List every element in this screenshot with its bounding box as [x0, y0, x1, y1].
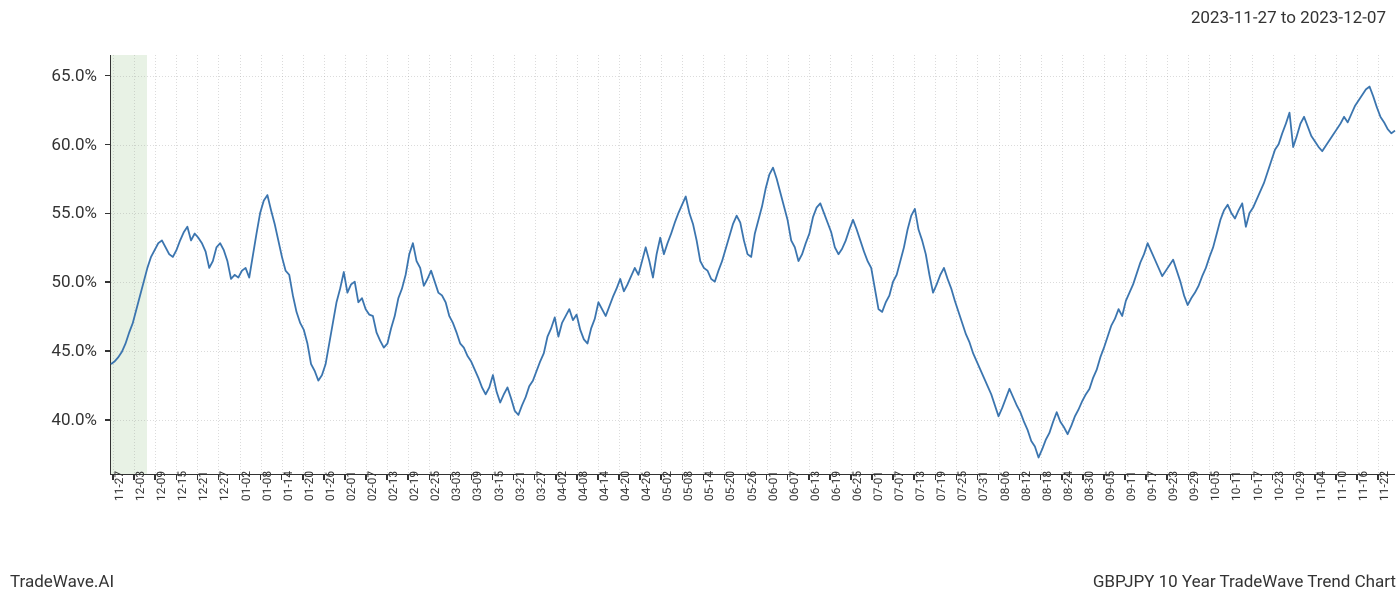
y-axis-label: 65.0% — [51, 66, 97, 86]
x-axis-label: 11-16 — [1356, 471, 1370, 501]
x-axis-label: 07-13 — [913, 471, 927, 501]
x-axis-label: 01-20 — [302, 471, 316, 501]
y-tick — [105, 144, 111, 146]
x-axis-label: 03-15 — [492, 471, 506, 501]
x-axis-label: 06-13 — [808, 471, 822, 501]
x-axis-label: 11-22 — [1377, 471, 1391, 501]
x-axis-label: 08-30 — [1082, 471, 1096, 501]
y-axis: 40.0% 45.0% 50.0% 55.0% 60.0% 65.0% — [0, 55, 105, 475]
x-axis-label: 06-19 — [829, 471, 843, 501]
x-axis-label: 06-07 — [787, 471, 801, 501]
x-axis-label: 09-23 — [1166, 471, 1180, 501]
x-axis-label: 10-05 — [1208, 471, 1222, 501]
line-chart-svg — [111, 55, 1395, 474]
x-axis-label: 10-11 — [1229, 471, 1243, 501]
x-axis-label: 02-13 — [386, 471, 400, 501]
x-axis-label: 07-07 — [892, 471, 906, 501]
x-axis-label: 11-04 — [1314, 471, 1328, 501]
x-axis-label: 12-03 — [133, 471, 147, 501]
x-axis-label: 05-14 — [702, 471, 716, 501]
y-tick — [105, 213, 111, 215]
y-tick — [105, 350, 111, 352]
x-axis-label: 05-26 — [745, 471, 759, 501]
x-axis-label: 04-20 — [618, 471, 632, 501]
x-axis-label: 08-06 — [998, 471, 1012, 501]
x-axis-label: 03-27 — [534, 471, 548, 501]
x-axis-label: 12-15 — [175, 471, 189, 501]
x-axis-label: 02-19 — [407, 471, 421, 501]
y-tick — [105, 75, 111, 77]
x-axis-label: 01-08 — [260, 471, 274, 501]
x-axis-label: 07-19 — [934, 471, 948, 501]
x-axis-label: 02-07 — [365, 471, 379, 501]
x-axis-label: 01-14 — [281, 471, 295, 501]
chart-title-label: GBPJPY 10 Year TradeWave Trend Chart — [1093, 572, 1396, 592]
x-axis-label: 10-17 — [1251, 471, 1265, 501]
y-axis-label: 50.0% — [51, 272, 97, 292]
x-axis-label: 01-26 — [323, 471, 337, 501]
x-axis-label: 05-08 — [681, 471, 695, 501]
plot-frame — [110, 55, 1395, 475]
y-tick — [105, 419, 111, 421]
x-axis-label: 04-14 — [597, 471, 611, 501]
x-axis-label: 07-31 — [976, 471, 990, 501]
x-axis-label: 04-26 — [639, 471, 653, 501]
y-axis-label: 55.0% — [51, 203, 97, 223]
x-axis-label: 09-17 — [1145, 471, 1159, 501]
x-axis-label: 06-25 — [850, 471, 864, 501]
trend-line — [111, 87, 1395, 458]
x-axis-label: 11-10 — [1335, 471, 1349, 501]
x-axis-label: 10-29 — [1293, 471, 1307, 501]
x-axis-label: 11-27 — [112, 471, 126, 501]
x-axis-label: 03-09 — [470, 471, 484, 501]
x-axis-label: 02-25 — [428, 471, 442, 501]
x-axis-label: 12-09 — [154, 471, 168, 501]
x-axis-label: 06-01 — [766, 471, 780, 501]
chart-plot-area — [110, 55, 1395, 475]
x-axis-label: 03-03 — [449, 471, 463, 501]
x-axis-label: 08-12 — [1019, 471, 1033, 501]
x-axis-label: 04-08 — [576, 471, 590, 501]
x-axis-label: 07-25 — [955, 471, 969, 501]
x-axis-label: 01-02 — [239, 471, 253, 501]
x-axis-label: 07-01 — [871, 471, 885, 501]
x-axis-label: 09-29 — [1187, 471, 1201, 501]
x-axis-label: 04-02 — [555, 471, 569, 501]
y-axis-label: 60.0% — [51, 135, 97, 155]
x-axis-label: 12-21 — [196, 471, 210, 501]
x-axis-label: 05-20 — [723, 471, 737, 501]
x-axis-label: 09-05 — [1103, 471, 1117, 501]
y-axis-label: 45.0% — [51, 341, 97, 361]
x-axis-label: 09-11 — [1124, 471, 1138, 501]
x-axis-label: 08-18 — [1040, 471, 1054, 501]
x-axis-label: 02-01 — [344, 471, 358, 501]
x-axis-label: 03-21 — [513, 471, 527, 501]
x-axis-label: 05-02 — [660, 471, 674, 501]
x-axis-label: 08-24 — [1061, 471, 1075, 501]
y-tick — [105, 281, 111, 283]
y-axis-label: 40.0% — [51, 410, 97, 430]
x-axis-label: 12-27 — [217, 471, 231, 501]
brand-label: TradeWave.AI — [10, 572, 114, 592]
date-range-label: 2023-11-27 to 2023-12-07 — [1191, 8, 1386, 28]
x-axis: 11-2712-0312-0912-1512-2112-2701-0201-08… — [110, 480, 1395, 550]
x-axis-label: 10-23 — [1272, 471, 1286, 501]
